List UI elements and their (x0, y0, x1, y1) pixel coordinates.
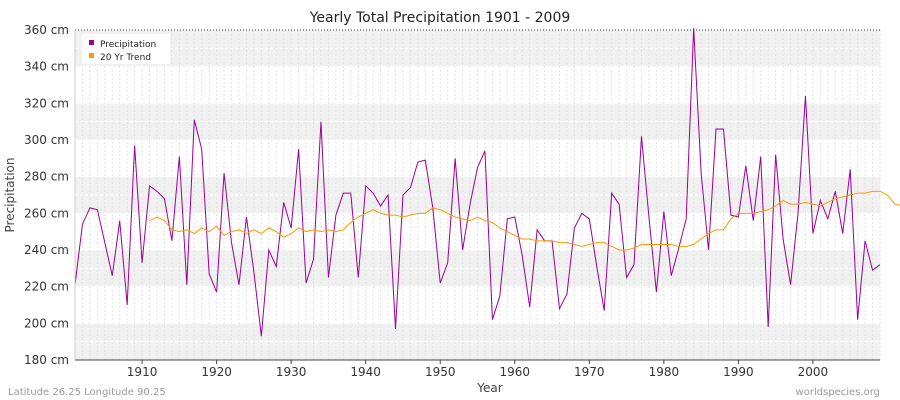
y-tick-label: 220 cm (24, 280, 69, 294)
x-tick-label: 1990 (723, 365, 754, 379)
y-tick-label: 340 cm (24, 60, 69, 74)
x-tick-label: 1910 (127, 365, 158, 379)
x-tick-label: 1980 (649, 365, 680, 379)
x-axis-label: Year (476, 381, 502, 395)
y-tick-label: 240 cm (24, 243, 69, 257)
y-tick-label: 260 cm (24, 206, 69, 220)
y-axis-label: Precipitation (3, 157, 17, 232)
legend: Precipitation 20 Yr Trend (82, 34, 170, 64)
x-tick-label: 1920 (201, 365, 232, 379)
legend-swatch-trend (89, 53, 94, 58)
trend-line (149, 190, 900, 251)
chart-title: Yearly Total Precipitation 1901 - 2009 (309, 10, 571, 26)
legend-label-precipitation: Precipitation (100, 40, 156, 50)
x-tick-label: 1930 (276, 365, 307, 379)
footer-source: worldspecies.org (796, 387, 880, 398)
x-tick-label: 1960 (499, 365, 530, 379)
x-tick-label: 2000 (798, 365, 829, 379)
legend-swatch-precipitation (89, 40, 94, 45)
x-tick-label: 1970 (574, 365, 605, 379)
axes: 180 cm 200 cm 220 cm 240 cm 260 cm 280 cm 300 … (24, 23, 880, 379)
y-tick-label: 360 cm (24, 23, 69, 37)
x-tick-label: 1950 (425, 365, 456, 379)
y-tick-label: 300 cm (24, 133, 69, 147)
grid (74, 29, 881, 361)
y-tick-label: 200 cm (24, 316, 69, 330)
y-tick-label: 180 cm (24, 353, 69, 367)
series-layer (74, 28, 900, 337)
x-tick-label: 1940 (350, 365, 381, 379)
precipitation-line (74, 28, 881, 337)
y-tick-label: 320 cm (24, 96, 69, 110)
footer-location: Latitude 26.25 Longitude 90.25 (8, 387, 166, 398)
legend-label-trend: 20 Yr Trend (100, 53, 151, 63)
legend-box (82, 34, 170, 64)
y-tick-label: 280 cm (24, 170, 69, 184)
